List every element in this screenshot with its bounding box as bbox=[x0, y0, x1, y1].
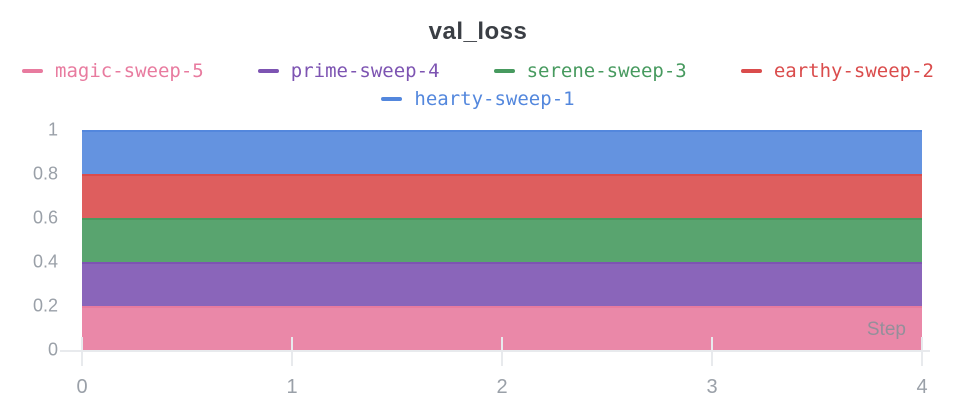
x-axis-tick bbox=[81, 337, 83, 366]
legend-item-prime-sweep-4[interactable]: prime-sweep-4 bbox=[257, 60, 440, 82]
area-band-hearty-sweep-1 bbox=[82, 130, 922, 174]
legend-item-earthy-sweep-2[interactable]: earthy-sweep-2 bbox=[740, 60, 934, 82]
legend-row-2: hearty-sweep-1 bbox=[0, 88, 956, 110]
legend-line-icon bbox=[22, 69, 43, 73]
area-band-earthy-sweep-2 bbox=[82, 174, 922, 218]
legend-line-icon bbox=[257, 69, 279, 73]
x-axis-label: 4 bbox=[916, 376, 928, 398]
legend-item-hearty-sweep-1[interactable]: hearty-sweep-1 bbox=[381, 88, 575, 110]
legend-label: serene-sweep-3 bbox=[526, 60, 687, 82]
x-axis-tick bbox=[711, 337, 713, 366]
x-axis-tick bbox=[921, 337, 923, 366]
y-axis-label: 1 bbox=[47, 119, 58, 140]
x-axis-label: 0 bbox=[76, 376, 88, 398]
x-axis-label: 3 bbox=[706, 376, 718, 398]
legend-item-magic-sweep-5[interactable]: magic-sweep-5 bbox=[22, 60, 204, 82]
y-axis-label: 0 bbox=[47, 339, 58, 360]
legend-line-icon bbox=[381, 97, 403, 101]
legend-item-serene-sweep-3[interactable]: serene-sweep-3 bbox=[493, 60, 687, 82]
x-axis-tick bbox=[501, 337, 503, 366]
y-axis-label: 0.4 bbox=[32, 251, 58, 272]
x-axis-label: 1 bbox=[286, 376, 298, 398]
x-axis-label: 2 bbox=[496, 376, 508, 398]
legend-line-icon bbox=[493, 69, 515, 73]
y-axis-label: 0.2 bbox=[32, 295, 58, 316]
plot-area[interactable] bbox=[82, 130, 922, 350]
legend-label: hearty-sweep-1 bbox=[414, 88, 575, 110]
legend-line-icon bbox=[740, 69, 762, 73]
legend-row-1: magic-sweep-5 prime-sweep-4 serene-sweep-3… bbox=[0, 60, 956, 82]
y-axis-label: 0.8 bbox=[32, 163, 58, 184]
legend-label: earthy-sweep-2 bbox=[773, 60, 934, 82]
y-axis-label: 0.6 bbox=[32, 207, 58, 228]
x-axis-step-label: Step bbox=[866, 319, 906, 340]
area-band-serene-sweep-3 bbox=[82, 218, 922, 262]
legend-label: magic-sweep-5 bbox=[55, 60, 204, 82]
legend-label: prime-sweep-4 bbox=[290, 60, 440, 82]
chart-title: val_loss bbox=[428, 18, 528, 45]
area-band-prime-sweep-4 bbox=[82, 262, 922, 306]
x-axis-tick bbox=[291, 337, 293, 366]
x-axis-baseline bbox=[60, 350, 930, 352]
